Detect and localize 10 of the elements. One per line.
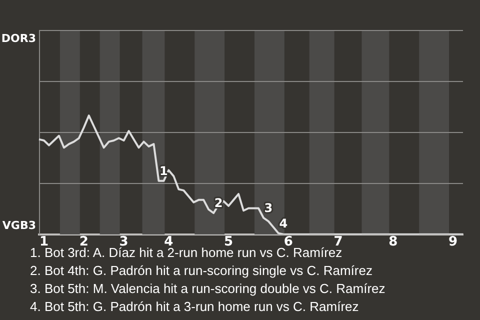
text: 4. Bot 5th: G. Padrón hit a 3-run home run vs C. Ramírez [30,298,360,316]
text: 3. Bot 5th: M. Valencia hit a run-scoring double vs C. Ramírez [30,280,386,298]
annotation: 1 [160,164,168,178]
text: 2. Bot 4th: G. Padrón hit a run-scoring single vs C. Ramírez [30,262,374,280]
x-tick-label: 9 [448,234,458,250]
text: VGB3 [2,219,36,232]
text: DOR3 [1,32,36,45]
annotation: 3 [264,200,273,215]
x-tick-label: 8 [388,234,398,250]
annotation: 4 [279,216,288,230]
